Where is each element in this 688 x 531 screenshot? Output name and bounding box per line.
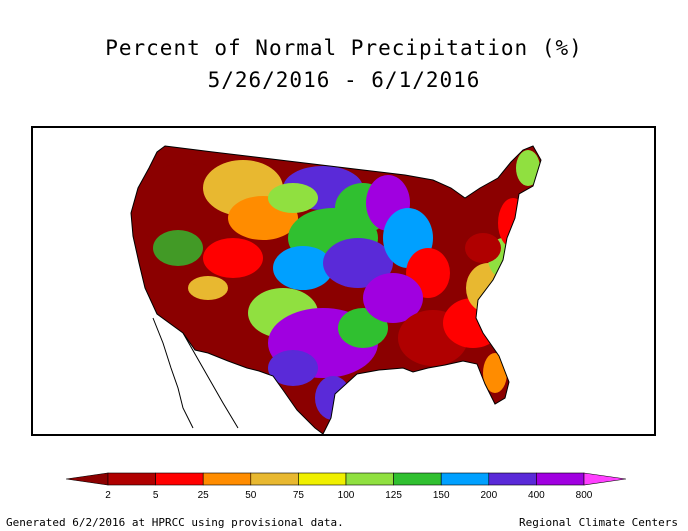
map-frame	[31, 126, 656, 436]
legend-label: 800	[576, 490, 593, 501]
legend-swatch	[155, 472, 204, 486]
map-date-range: 5/26/2016 - 6/1/2016	[207, 68, 481, 92]
legend-label: 25	[198, 490, 210, 501]
legend-label: 75	[293, 490, 305, 501]
legend-label: 125	[385, 490, 402, 501]
precipitation-map	[130, 145, 542, 434]
legend-swatch	[583, 472, 626, 486]
legend-swatch	[66, 472, 109, 486]
legend-swatch	[488, 472, 537, 486]
legend-swatch	[393, 472, 442, 486]
legend-label: 150	[433, 490, 450, 501]
legend-swatch	[298, 472, 347, 486]
legend-label: 400	[528, 490, 545, 501]
legend-swatch	[345, 472, 394, 486]
legend-swatch	[202, 472, 252, 486]
precipitation-field	[131, 146, 541, 434]
legend-label: 100	[338, 490, 355, 501]
source-credit: Regional Climate Centers	[519, 516, 678, 529]
legend-swatch	[250, 472, 299, 486]
mexico-coastline	[182, 332, 239, 429]
legend-label: 5	[153, 490, 159, 501]
legend-label: 50	[245, 490, 257, 501]
map-title: Percent of Normal Precipitation (%)	[105, 36, 583, 60]
baja-coastline	[152, 317, 194, 429]
us-outline	[130, 145, 542, 434]
color-legend: 2 5 25 50 75 100 125 150 200 400 800	[66, 472, 626, 501]
legend-label: 2	[105, 490, 111, 501]
legend-label: 200	[480, 490, 497, 501]
legend-swatch	[107, 472, 156, 486]
legend-swatch	[536, 472, 585, 486]
generated-note: Generated 6/2/2016 at HPRCC using provis…	[6, 516, 344, 529]
legend-swatch	[440, 472, 490, 486]
